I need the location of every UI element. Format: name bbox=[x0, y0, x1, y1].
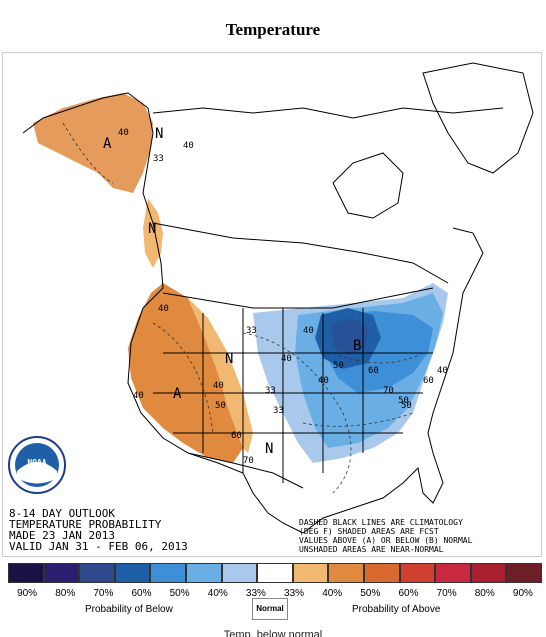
legend-percent-label: 70% bbox=[93, 588, 114, 599]
contour-label: 60 bbox=[231, 431, 242, 441]
contour-label: 40 bbox=[118, 128, 129, 138]
contour-label: 70 bbox=[243, 456, 254, 466]
region-label: N bbox=[225, 351, 233, 367]
legend-swatch bbox=[399, 563, 436, 583]
arctic-coast bbox=[152, 107, 504, 119]
contour-label: 40 bbox=[303, 326, 314, 336]
outlook-note-line: DASHED BLACK LINES ARE CLIMATOLOGY bbox=[299, 518, 463, 527]
legend-percent-label: 60% bbox=[131, 588, 152, 599]
climatology-line bbox=[152, 322, 214, 434]
great-lakes-below-core bbox=[331, 318, 368, 355]
legend-percent-label: 40% bbox=[207, 588, 228, 599]
coastline-west bbox=[22, 92, 304, 534]
legend-swatch bbox=[435, 563, 471, 583]
legend-percent-label: 50% bbox=[360, 588, 381, 599]
coastline-east bbox=[302, 227, 484, 534]
legend-swatch bbox=[292, 563, 329, 583]
legend-percent-label: 50% bbox=[169, 588, 190, 599]
legend-above-caption: Probability of Above bbox=[352, 604, 441, 615]
western-us-above-light bbox=[188, 298, 253, 453]
noaa-logo-text: NOAA bbox=[27, 458, 46, 467]
legend-percent-label: 33% bbox=[284, 588, 305, 599]
page-title: Temperature bbox=[225, 20, 321, 39]
outlook-note-line: (DEG F) SHADED AREAS ARE FCST bbox=[299, 527, 439, 536]
contour-label: 33 bbox=[265, 386, 276, 396]
hudson-bay bbox=[332, 152, 404, 219]
legend-percent-label: 80% bbox=[55, 588, 76, 599]
legend-swatch bbox=[328, 563, 364, 583]
legend-percent-label: 60% bbox=[398, 588, 419, 599]
north-america-map: A N N A N N B 40 33 40 40 40 33 40 33 40… bbox=[8, 62, 534, 554]
contour-label: 33 bbox=[246, 326, 257, 336]
mexico-border bbox=[187, 452, 304, 489]
region-label: B bbox=[353, 338, 361, 354]
greenland bbox=[422, 62, 534, 174]
contour-label: 50 bbox=[401, 401, 412, 411]
legend-below-caption: Probability of Below bbox=[85, 604, 173, 615]
contour-label: 40 bbox=[158, 304, 169, 314]
state-lines bbox=[153, 308, 433, 483]
region-label: A bbox=[103, 136, 112, 152]
climatology-line bbox=[242, 332, 352, 494]
legend-percent-label: 70% bbox=[436, 588, 457, 599]
footer-partial-text: Temp. below normal bbox=[223, 629, 323, 637]
contour-label: 33 bbox=[153, 154, 164, 164]
contour-label: 50 bbox=[333, 361, 344, 371]
region-label: N bbox=[148, 221, 156, 237]
legend-percent-label: 33% bbox=[245, 588, 266, 599]
legend-swatch bbox=[114, 563, 151, 583]
outlook-map: A N N A N N B 40 33 40 40 40 33 40 33 40… bbox=[2, 52, 542, 557]
legend-swatch bbox=[185, 563, 222, 583]
legend-swatch bbox=[363, 563, 400, 583]
outlook-info-line: MADE 23 JAN 2013 bbox=[9, 529, 115, 542]
legend-percent-label: 90% bbox=[512, 588, 533, 599]
legend-swatch bbox=[43, 563, 80, 583]
climatology-line bbox=[302, 412, 414, 427]
contour-label: 70 bbox=[383, 386, 394, 396]
noaa-logo: NOAA bbox=[8, 436, 66, 494]
contour-label: 40 bbox=[133, 391, 144, 401]
legend-swatch bbox=[79, 563, 115, 583]
climatology-line bbox=[332, 352, 424, 364]
contour-label: 40 bbox=[318, 376, 329, 386]
alaska-above-region bbox=[33, 93, 153, 193]
western-us-above-region bbox=[128, 283, 243, 463]
contour-label: 60 bbox=[368, 366, 379, 376]
legend-swatch bbox=[8, 563, 44, 583]
contour-label: 60 bbox=[423, 376, 434, 386]
legend-swatch bbox=[470, 563, 507, 583]
legend-swatch bbox=[506, 563, 542, 583]
legend-color-bar bbox=[8, 563, 542, 583]
legend-percent-label: 80% bbox=[474, 588, 495, 599]
contour-label: 40 bbox=[437, 366, 448, 376]
contour-label: 40 bbox=[213, 381, 224, 391]
outlook-note-line: VALUES ABOVE (A) OR BELOW (B) NORMAL bbox=[299, 536, 473, 545]
canada-border bbox=[152, 222, 449, 284]
outlook-info-line: 8-14 DAY OUTLOOK bbox=[9, 507, 115, 520]
legend-swatch bbox=[150, 563, 186, 583]
contour-label: 33 bbox=[273, 406, 284, 416]
climatology-line bbox=[62, 122, 114, 184]
legend-percent-label: 90% bbox=[17, 588, 38, 599]
legend-swatch bbox=[221, 563, 258, 583]
region-label: N bbox=[265, 441, 273, 457]
contour-label: 50 bbox=[398, 396, 409, 406]
legend-percent-label: 40% bbox=[322, 588, 343, 599]
legend-normal-caption: Normal bbox=[252, 598, 288, 620]
region-label: N bbox=[155, 126, 163, 142]
outlook-info-line: VALID JAN 31 - FEB 06, 2013 bbox=[9, 540, 188, 553]
us-canada-border bbox=[162, 287, 434, 309]
region-label: A bbox=[173, 386, 182, 402]
legend-percent-labels: 90% 80% 70% 60% 50% 40% 33% 33% 40% 50% 60% 70% 80% 9… bbox=[8, 588, 542, 599]
contour-label: 40 bbox=[281, 354, 292, 364]
contour-label: 40 bbox=[183, 141, 194, 151]
legend-swatch bbox=[257, 563, 293, 583]
outlook-info-line: TEMPERATURE PROBABILITY bbox=[9, 518, 162, 531]
contour-label: 50 bbox=[215, 401, 226, 411]
outlook-note-line: UNSHADED AREAS ARE NEAR-NORMAL bbox=[299, 545, 444, 554]
